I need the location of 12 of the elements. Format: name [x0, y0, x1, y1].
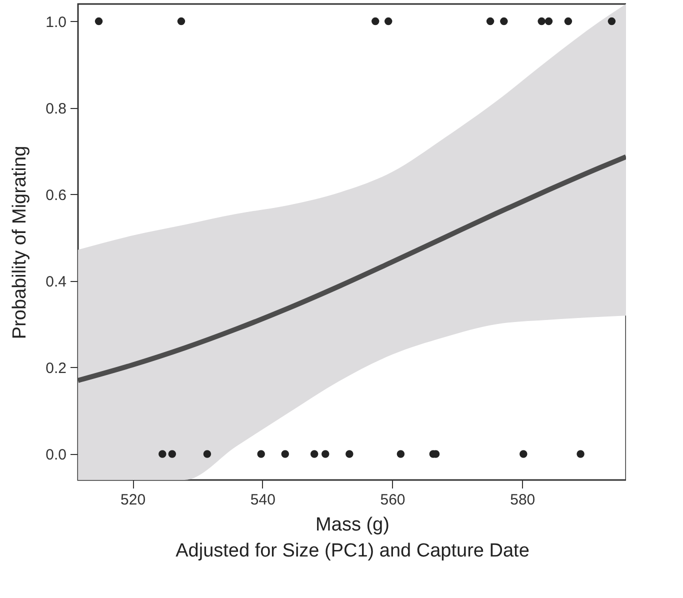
x-tick-label: 560 — [380, 492, 406, 508]
y-tick-label: 0.4 — [46, 273, 66, 290]
y-tick-label: 0.2 — [46, 360, 66, 377]
x-tick-label: 520 — [120, 492, 146, 508]
x-tick-label: 540 — [250, 492, 276, 508]
y-tick-label: 0.6 — [46, 186, 66, 204]
x-axis-title: Mass (g) Adjusted for Size (PC1) and Capture Date — [176, 514, 530, 562]
y-axis-title: Probability of Migrating — [10, 146, 31, 340]
y-tick-label: 0.0 — [46, 446, 66, 464]
x-tick-label: 580 — [510, 492, 536, 508]
y-tick-label: 0.8 — [46, 100, 66, 118]
y-tick-label: 1.0 — [46, 14, 66, 31]
